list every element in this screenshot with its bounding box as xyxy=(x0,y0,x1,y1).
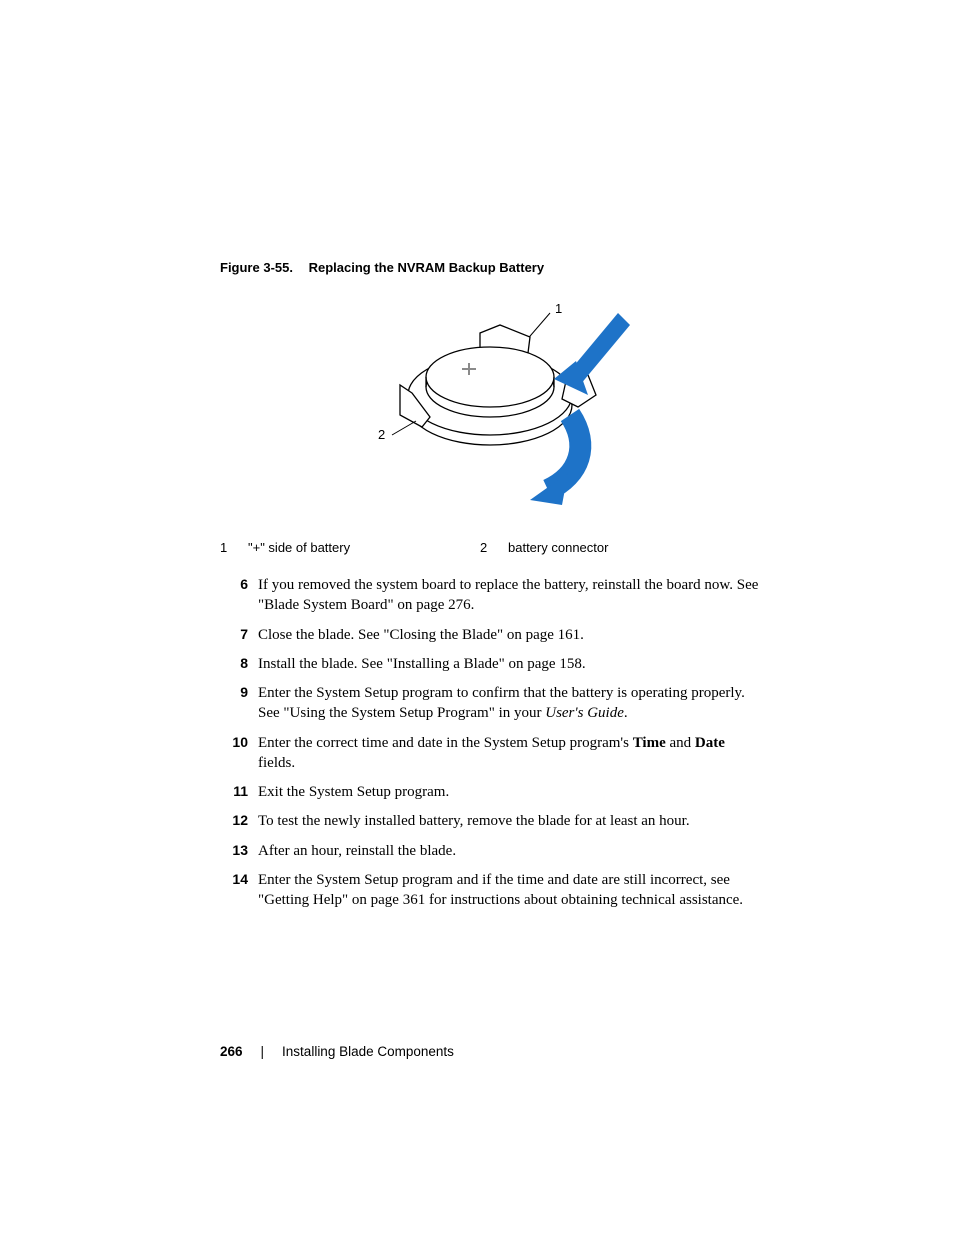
step-text: Exit the System Setup program. xyxy=(258,782,760,802)
figure-legend: 1 "+" side of battery 2 battery connecto… xyxy=(220,540,760,555)
step-9-part-c: . xyxy=(624,705,628,721)
insert-arrow-icon xyxy=(554,313,630,395)
step-13: 13 After an hour, reinstall the blade. xyxy=(220,841,760,861)
content-area: Figure 3-55. Replacing the NVRAM Backup … xyxy=(220,260,760,919)
step-10-a: Enter the correct time and date in the S… xyxy=(258,735,633,751)
step-number: 14 xyxy=(220,870,258,889)
legend-item-1: 1 "+" side of battery xyxy=(220,540,480,555)
figure-caption: Figure 3-55. Replacing the NVRAM Backup … xyxy=(220,260,760,275)
legend-2-text: battery connector xyxy=(508,540,608,555)
legend-item-2: 2 battery connector xyxy=(480,540,608,555)
step-9-part-a: Enter the System Setup program to confir… xyxy=(258,685,745,721)
figure-title: Replacing the NVRAM Backup Battery xyxy=(309,260,545,275)
step-number: 11 xyxy=(220,782,258,801)
battery-disc xyxy=(426,347,554,417)
legend-1-number: 1 xyxy=(220,540,248,555)
footer-separator: | xyxy=(261,1044,265,1059)
step-8: 8 Install the blade. See "Installing a B… xyxy=(220,654,760,674)
step-9-italic: User's Guide xyxy=(545,705,624,721)
step-11: 11 Exit the System Setup program. xyxy=(220,782,760,802)
battery-diagram-svg: 1 xyxy=(330,295,650,505)
step-text: To test the newly installed battery, rem… xyxy=(258,811,760,831)
step-text: Install the blade. See "Installing a Bla… xyxy=(258,654,760,674)
figure-illustration: 1 xyxy=(220,295,760,510)
step-number: 10 xyxy=(220,733,258,752)
step-text: Enter the correct time and date in the S… xyxy=(258,733,760,774)
step-10-bold-date: Date xyxy=(695,735,725,751)
page-footer: 266 | Installing Blade Components xyxy=(220,1044,454,1059)
step-7: 7 Close the blade. See "Closing the Blad… xyxy=(220,625,760,645)
step-6: 6 If you removed the system board to rep… xyxy=(220,575,760,616)
step-12: 12 To test the newly installed battery, … xyxy=(220,811,760,831)
step-text: Close the blade. See "Closing the Blade"… xyxy=(258,625,760,645)
step-number: 8 xyxy=(220,654,258,673)
step-10-bold-time: Time xyxy=(633,735,666,751)
step-10-c: and xyxy=(666,735,695,751)
step-number: 6 xyxy=(220,575,258,594)
step-number: 12 xyxy=(220,811,258,830)
step-text: Enter the System Setup program to confir… xyxy=(258,683,760,724)
step-number: 7 xyxy=(220,625,258,644)
footer-section-title: Installing Blade Components xyxy=(282,1044,454,1059)
figure-number: Figure 3-55. xyxy=(220,260,293,275)
page: Figure 3-55. Replacing the NVRAM Backup … xyxy=(0,0,954,1235)
step-10: 10 Enter the correct time and date in th… xyxy=(220,733,760,774)
step-text: If you removed the system board to repla… xyxy=(258,575,760,616)
steps-list: 6 If you removed the system board to rep… xyxy=(220,575,760,910)
step-10-e: fields. xyxy=(258,755,295,771)
step-number: 9 xyxy=(220,683,258,702)
step-9: 9 Enter the System Setup program to conf… xyxy=(220,683,760,724)
legend-1-text: "+" side of battery xyxy=(248,540,350,555)
legend-2-number: 2 xyxy=(480,540,508,555)
step-number: 13 xyxy=(220,841,258,860)
callout-2-label: 2 xyxy=(378,427,385,442)
step-text: After an hour, reinstall the blade. xyxy=(258,841,760,861)
callout-1-label: 1 xyxy=(555,301,562,316)
step-text: Enter the System Setup program and if th… xyxy=(258,870,760,911)
step-14: 14 Enter the System Setup program and if… xyxy=(220,870,760,911)
page-number: 266 xyxy=(220,1044,243,1059)
